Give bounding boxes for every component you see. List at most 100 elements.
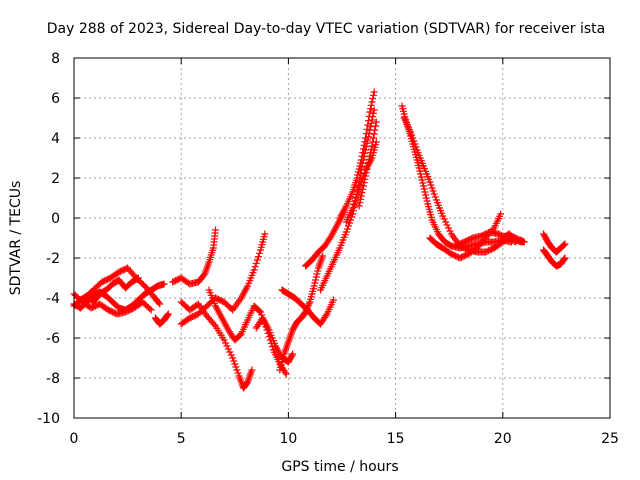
data-point-interp [255, 307, 263, 315]
data-point-interp [227, 351, 235, 359]
data-point [353, 174, 361, 182]
data-point [220, 336, 228, 344]
data-point-interp [367, 145, 375, 153]
data-point-interp [224, 345, 232, 353]
data-point-interp [428, 184, 436, 192]
data-point-interp [427, 181, 435, 189]
data-point-interp [560, 255, 568, 263]
data-point-interp [369, 95, 377, 103]
x-tick-label: 0 [70, 431, 79, 447]
data-point-interp [243, 379, 251, 387]
data-point-interp [354, 187, 362, 195]
y-tick-label: 8 [51, 51, 60, 67]
y-tick-label: -10 [37, 411, 60, 427]
series-arc-15 [336, 88, 378, 222]
data-point-interp [356, 199, 364, 207]
data-point [419, 182, 427, 190]
data-point [364, 162, 372, 170]
data-point-interp [363, 125, 371, 133]
data-point-interp [253, 256, 261, 264]
data-point [355, 202, 363, 210]
data-point-interp [430, 190, 438, 198]
data-point-interp [362, 172, 370, 180]
data-point-interp [422, 191, 430, 199]
data-point-interp [362, 169, 370, 177]
plot-frame [73, 57, 611, 419]
data-point-interp [364, 117, 372, 125]
x-tick-label: 15 [387, 431, 405, 447]
data-point-interp [421, 188, 429, 196]
data-point-interp [368, 116, 376, 124]
data-point-interp [419, 179, 427, 187]
data-point-interp [230, 357, 238, 365]
data-point-interp [369, 109, 377, 117]
data-point-interp [210, 320, 218, 328]
y-tick-label: 6 [51, 91, 60, 107]
data-point-interp [443, 221, 451, 229]
y-tick-label: -4 [46, 291, 60, 307]
data-point-interp [252, 259, 260, 267]
data-point-interp [311, 279, 319, 287]
data-point-interp [369, 134, 377, 142]
data-point [357, 156, 365, 164]
data-point-interp [372, 122, 380, 130]
series-arc-4 [70, 280, 168, 314]
data-point-interp [234, 369, 242, 377]
data-point-interp [343, 225, 351, 233]
data-point-interp [312, 273, 320, 281]
data-point-interp [288, 351, 296, 359]
data-point-interp [223, 342, 231, 350]
data-point-interp [409, 134, 417, 142]
data-point-interp [560, 241, 568, 249]
data-point-interp [420, 185, 428, 193]
y-tick-label: -2 [46, 251, 60, 267]
data-point-interp [418, 176, 426, 184]
data-point-interp [356, 162, 364, 170]
data-point-interp [366, 152, 374, 160]
data-point-interp [361, 138, 369, 146]
data-point [497, 210, 505, 218]
data-point-interp [417, 173, 425, 181]
data-point-interp [231, 360, 239, 368]
data-point [342, 228, 350, 236]
x-tick-label: 20 [494, 431, 512, 447]
data-series [70, 88, 569, 392]
chart-title: Day 288 of 2023, Sidereal Day-to-day VTE… [47, 21, 605, 37]
series-arc-24 [540, 246, 569, 270]
data-point [289, 350, 297, 358]
data-point [229, 354, 237, 362]
data-point-interp [431, 193, 439, 201]
data-point [147, 306, 155, 314]
data-point-interp [350, 201, 358, 209]
data-point [439, 212, 447, 220]
data-point-interp [351, 197, 359, 205]
y-axis-label: SDTVAR / TECUs [8, 181, 24, 296]
x-axis-label: GPS time / hours [281, 459, 398, 475]
data-point-interp [365, 112, 373, 120]
series-arc-8 [177, 298, 256, 392]
data-point-interp [305, 300, 313, 308]
data-point-interp [367, 149, 375, 157]
data-point [426, 178, 434, 186]
data-point-interp [360, 141, 368, 149]
data-point-interp [362, 130, 370, 138]
data-point [370, 106, 378, 114]
x-tick-label: 10 [279, 431, 297, 447]
data-point [359, 182, 367, 190]
data-point [261, 230, 269, 238]
data-point-interp [232, 363, 240, 371]
data-point-interp [354, 168, 362, 176]
data-point-interp [367, 105, 375, 113]
data-point-interp [355, 165, 363, 173]
data-point-interp [410, 137, 418, 145]
series-arc-17 [355, 118, 380, 210]
data-point-interp [408, 131, 416, 139]
data-point [250, 266, 258, 274]
data-point [310, 282, 318, 290]
data-point-interp [251, 263, 259, 271]
series-arc-23 [540, 230, 569, 256]
series-arc-22 [499, 230, 526, 246]
grid [74, 58, 610, 418]
